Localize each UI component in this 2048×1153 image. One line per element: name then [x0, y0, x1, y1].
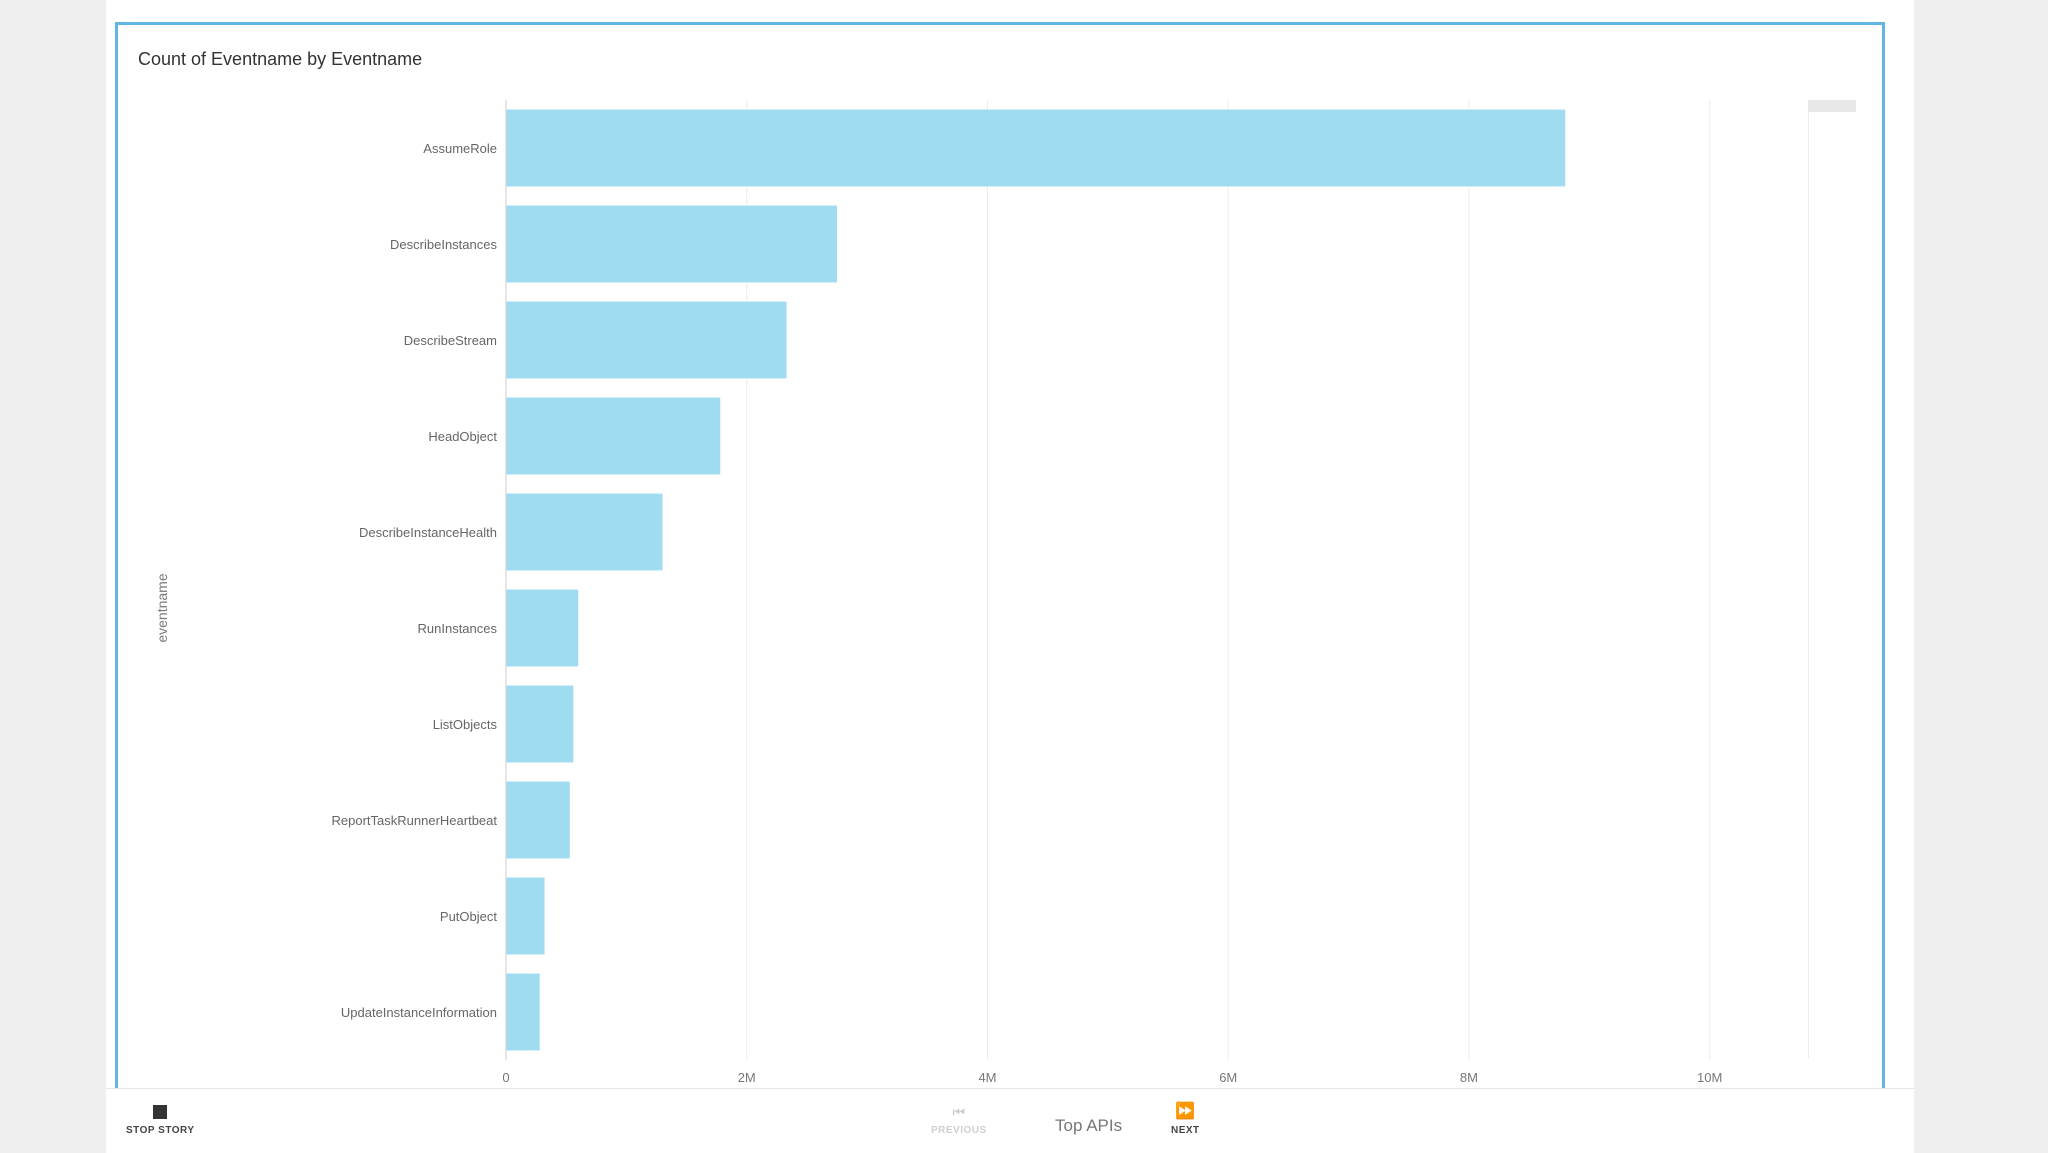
x-tick-label: 10M — [1697, 1070, 1722, 1085]
story-title: Top APIs — [1055, 1116, 1123, 1135]
category-label: UpdateInstanceInformation — [341, 1005, 497, 1020]
x-tick-label: 4M — [978, 1070, 996, 1085]
bar[interactable] — [506, 685, 574, 763]
bar[interactable] — [506, 205, 838, 283]
bars — [506, 109, 1566, 1051]
x-tick-labels: 0 2M 4M 6M 8M 10M — [502, 1070, 1722, 1085]
chart-scroll-thumb[interactable] — [1808, 100, 1856, 112]
skip-previous-icon: ⏮ — [952, 1104, 966, 1120]
next-label: NEXT — [1171, 1125, 1200, 1136]
category-labels: AssumeRole DescribeInstances DescribeStrea… — [332, 141, 498, 1020]
stop-icon — [153, 1105, 168, 1119]
chart-scroll-track[interactable] — [1808, 112, 1809, 1058]
category-label: RunInstances — [418, 621, 498, 636]
category-label: ListObjects — [433, 717, 498, 732]
bar[interactable] — [506, 781, 570, 859]
category-label: PutObject — [440, 909, 497, 924]
previous-button[interactable]: ⏮ PREVIOUS — [931, 1105, 987, 1136]
grid-lines — [746, 100, 1711, 1060]
x-tick-label: 2M — [738, 1070, 756, 1085]
x-tick-label: 0 — [502, 1070, 509, 1085]
bar[interactable] — [506, 109, 1566, 187]
category-label: DescribeInstances — [390, 237, 497, 252]
bar[interactable] — [506, 397, 721, 475]
bar[interactable] — [506, 973, 540, 1051]
previous-label: PREVIOUS — [931, 1125, 987, 1136]
category-label: DescribeInstanceHealth — [359, 525, 497, 540]
bar[interactable] — [506, 589, 579, 667]
category-label: DescribeStream — [404, 333, 497, 348]
category-label: ReportTaskRunnerHeartbeat — [332, 813, 498, 828]
story-footer: STOP STORY ⏮ PREVIOUS ⏩ NEXT — [106, 1088, 1914, 1153]
category-label: AssumeRole — [423, 141, 497, 156]
chart-card[interactable] — [115, 22, 1885, 1127]
x-tick-label: 6M — [1219, 1070, 1237, 1085]
chart-title: Count of Eventname by Eventname — [138, 49, 423, 69]
stop-story-label: STOP STORY — [126, 1125, 195, 1136]
stop-story-button[interactable]: STOP STORY — [126, 1105, 195, 1136]
category-label: HeadObject — [428, 429, 497, 444]
fast-forward-icon: ⏩ — [1175, 1103, 1196, 1120]
bar[interactable] — [506, 301, 787, 379]
bar[interactable] — [506, 493, 663, 571]
x-tick-label: 8M — [1460, 1070, 1478, 1085]
next-button[interactable]: ⏩ NEXT — [1171, 1103, 1200, 1137]
bar[interactable] — [506, 877, 545, 955]
